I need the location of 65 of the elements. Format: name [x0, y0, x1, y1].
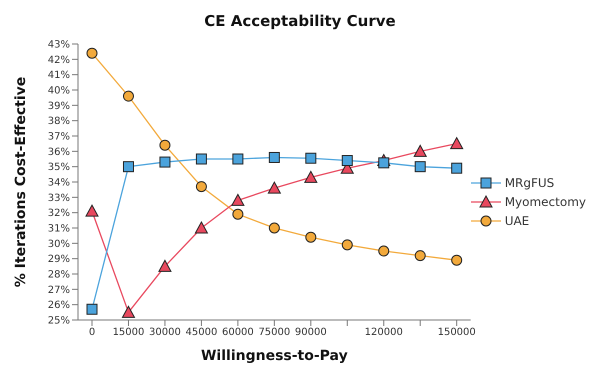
y-tick-label: 38% [48, 116, 70, 128]
y-tick-label: 39% [48, 100, 70, 112]
legend-label: Myomectomy [504, 194, 586, 208]
point [305, 232, 316, 243]
x-tick-label: 120000 [364, 327, 403, 338]
y-tick-label: 36% [48, 146, 70, 158]
y-tick-label: 35% [48, 162, 70, 174]
legend-label: UAE [504, 214, 530, 228]
point [196, 154, 207, 164]
point [451, 162, 462, 174]
y-tick-label: 42% [48, 54, 70, 66]
point [378, 246, 390, 256]
legend-label: MRgFUS [504, 176, 554, 190]
point [232, 208, 244, 220]
point [451, 254, 462, 266]
point [158, 260, 172, 272]
point [378, 157, 390, 168]
point [342, 239, 353, 250]
point [86, 204, 98, 217]
point [268, 222, 280, 234]
x-tick-label: 45000 [186, 327, 218, 338]
x-tick-label: 30000 [149, 327, 181, 338]
point [86, 304, 98, 315]
y-tick-label: 27% [48, 284, 70, 296]
point [414, 250, 426, 262]
y-tick-label: 30% [48, 238, 70, 250]
y-tick-label: 25% [48, 316, 70, 327]
y-tick-label: 37% [48, 132, 70, 143]
y-tick-label: 26% [48, 300, 70, 312]
point [232, 154, 244, 164]
point [196, 181, 207, 192]
y-tick-label: 41% [48, 70, 70, 82]
point [231, 194, 244, 206]
point [342, 155, 353, 166]
point [159, 156, 170, 168]
point [122, 90, 134, 102]
x-axis-title: Willingness-to-Pay [200, 348, 348, 364]
x-tick-label: 0 [88, 327, 96, 338]
y-tick-label: 40% [48, 86, 70, 97]
point [414, 161, 426, 172]
y-tick-label: 34% [48, 178, 70, 189]
point [304, 170, 318, 183]
x-tick-label: 75000 [258, 327, 290, 338]
x-tick-label: 15000 [112, 327, 144, 338]
point [159, 140, 170, 151]
y-tick-label: 28% [48, 270, 70, 281]
point [268, 152, 280, 163]
point [122, 161, 134, 172]
y-tick-label: 31% [48, 224, 70, 235]
point [194, 222, 208, 234]
x-tick-label: 90000 [294, 327, 327, 338]
y-axis-title: % Iterations Cost-Effective [12, 76, 29, 288]
x-tick-label: 60000 [222, 327, 254, 338]
y-tick-label: 32% [48, 208, 70, 220]
y-tick-label: 43% [48, 40, 70, 51]
y-tick-label: 29% [48, 254, 70, 266]
point [268, 182, 281, 194]
x-tick-label: 150000 [438, 327, 476, 338]
chart-title: CE Acceptability Curve [203, 11, 397, 32]
point [450, 137, 464, 150]
point [414, 144, 427, 157]
point [86, 48, 98, 59]
y-tick-label: 33% [48, 192, 70, 204]
point [122, 306, 135, 318]
point [305, 152, 316, 164]
